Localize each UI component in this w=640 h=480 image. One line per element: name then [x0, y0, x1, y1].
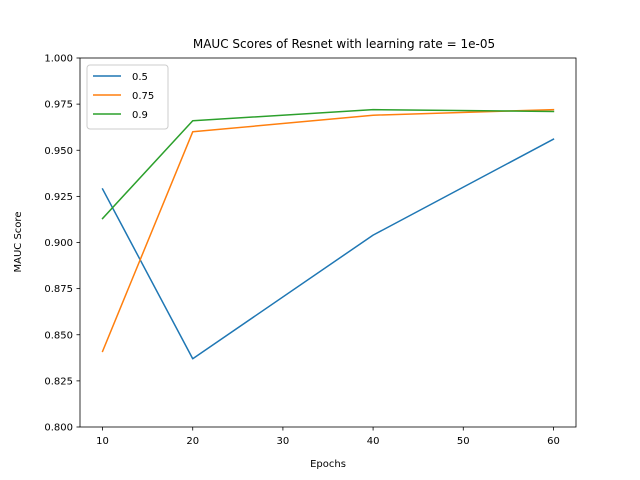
series-line-0-9	[101, 108, 555, 220]
y-tick-label: 0.875	[44, 284, 73, 295]
x-axis-ticks: 10 20 30 40 50 60	[96, 427, 560, 447]
x-axis-label: Epochs	[310, 459, 346, 470]
x-tick-label: 40	[367, 436, 380, 447]
x-tick-label: 10	[96, 436, 109, 447]
y-axis-label: MAUC Score	[13, 212, 24, 273]
x-tick-label: 30	[277, 436, 290, 447]
series-layer	[101, 108, 555, 360]
y-tick-label: 0.925	[44, 192, 73, 203]
y-tick-label: 0.825	[44, 376, 73, 387]
chart-title: MAUC Scores of Resnet with learning rate…	[193, 37, 495, 51]
x-tick-label: 50	[457, 436, 470, 447]
y-tick-label: 0.850	[44, 330, 73, 341]
y-tick-label: 0.950	[44, 146, 73, 157]
x-tick-label: 20	[186, 436, 199, 447]
y-axis-ticks: 0.800 0.825 0.850 0.875 0.900 0.925 0.950 0.975…	[44, 54, 80, 434]
series-line-0-75	[101, 108, 555, 353]
legend-label: 0.5	[132, 72, 148, 83]
legend: 0.5 0.75 0.9	[86, 64, 169, 130]
y-tick-label: 0.800	[44, 423, 73, 434]
series-line-0-5	[101, 138, 555, 360]
y-tick-label: 0.975	[44, 100, 73, 111]
y-tick-label: 1.000	[44, 54, 73, 65]
legend-box	[86, 64, 169, 130]
y-tick-label: 0.900	[44, 238, 73, 249]
legend-label: 0.9	[132, 110, 148, 121]
x-tick-label: 60	[547, 436, 560, 447]
legend-label: 0.75	[132, 91, 154, 102]
